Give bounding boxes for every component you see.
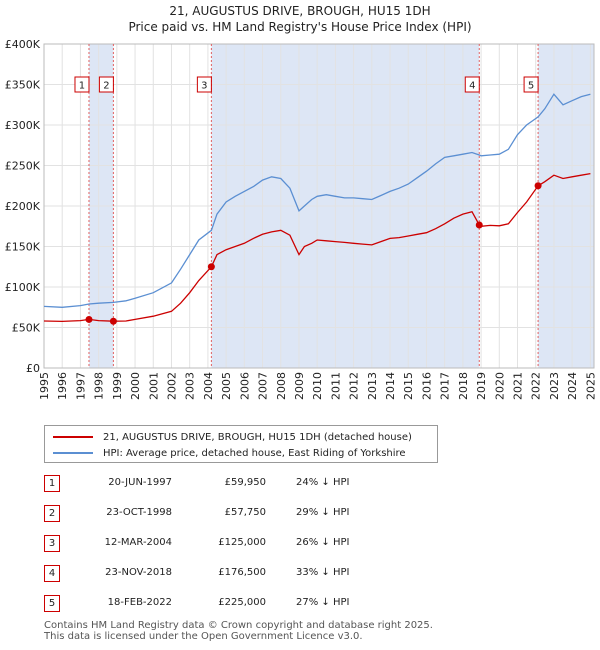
transactions-table: 1 20-JUN-1997 £59,950 24% ↓ HPI 2 23-OCT… [44, 471, 464, 621]
sale-label-box [523, 76, 539, 93]
x-tick-label: 2012 [348, 372, 361, 400]
footer-copyright: Contains HM Land Registry data © Crown c… [44, 620, 433, 631]
footer-credits: Contains HM Land Registry data © Crown c… [44, 620, 433, 642]
sale-date: 12-MAR-2004 [104, 537, 172, 548]
sale-label-text: 2 [103, 81, 109, 92]
x-tick-label: 2020 [493, 372, 506, 400]
x-tick-label: 2010 [311, 372, 324, 400]
sale-point [475, 221, 483, 229]
table-row: 5 18-FEB-2022 £225,000 27% ↓ HPI [44, 591, 464, 621]
y-tick-label: £150K [5, 241, 41, 254]
sale-hpi-diff: 29% ↓ HPI [296, 507, 350, 518]
x-tick-label: 2014 [384, 372, 397, 400]
sale-date: 23-NOV-2018 [105, 567, 172, 578]
x-tick-label: 1999 [111, 372, 124, 400]
x-tick-label: 2004 [202, 372, 215, 400]
plot-frame [43, 43, 595, 369]
x-tick-label: 2005 [220, 372, 233, 400]
sale-price: £59,950 [224, 477, 266, 488]
sale-number-badge: 2 [44, 505, 60, 522]
y-tick-label: £350K [5, 79, 41, 92]
x-tick-label: 1998 [93, 372, 106, 400]
sale-price: £176,500 [218, 567, 266, 578]
sale-price: £225,000 [218, 597, 266, 608]
chart-title: 21, AUGUSTUS DRIVE, BROUGH, HU15 1DH [169, 4, 431, 18]
x-tick-label: 2011 [329, 372, 342, 400]
x-tick-label: 1996 [56, 372, 69, 400]
chart-subtitle: Price paid vs. HM Land Registry's House … [128, 20, 472, 34]
sale-number-badge: 1 [44, 475, 60, 492]
property-price-line [43, 172, 591, 323]
y-tick-label: £50K [12, 322, 41, 335]
y-tick-label: £200K [5, 200, 41, 213]
legend-item-hpi: HPI: Average price, detached house, East… [53, 446, 406, 460]
sale-date: 18-FEB-2022 [107, 597, 172, 608]
sale-date: 23-OCT-1998 [106, 507, 172, 518]
x-tick-label: 2009 [293, 372, 306, 400]
legend-item-property: 21, AUGUSTUS DRIVE, BROUGH, HU15 1DH (de… [53, 430, 412, 444]
price-chart: £0 £50K £100K £150K £200K £250K £300K £350K £400… [5, 38, 598, 400]
table-row: 4 23-NOV-2018 £176,500 33% ↓ HPI [44, 561, 464, 591]
y-tick-label: £0 [26, 362, 40, 375]
sale-hpi-diff: 33% ↓ HPI [296, 567, 350, 578]
y-tick-label: £250K [5, 160, 41, 173]
x-tick-label: 2025 [584, 372, 597, 400]
y-tick-label: £100K [5, 281, 41, 294]
footer-license: This data is licensed under the Open Gov… [44, 631, 363, 642]
y-tick-label: £300K [5, 119, 41, 132]
sale-number-badge: 5 [44, 595, 60, 612]
sale-label-box [464, 76, 480, 93]
x-tick-label: 2001 [147, 372, 160, 400]
sale-price: £57,750 [224, 507, 266, 518]
x-tick-label: 2015 [402, 372, 415, 400]
sale-hpi-diff: 24% ↓ HPI [296, 477, 350, 488]
x-tick-label: 2003 [184, 372, 197, 400]
legend-swatch-hpi [53, 452, 93, 454]
x-tick-label: 2017 [439, 372, 452, 400]
sale-point [85, 315, 93, 323]
x-tick-label: 2013 [366, 372, 379, 400]
sale-label-text: 1 [79, 81, 85, 92]
sale-hpi-diff: 27% ↓ HPI [296, 597, 350, 608]
sale-number-badge: 4 [44, 565, 60, 582]
x-tick-label: 1995 [38, 372, 51, 400]
table-row: 1 20-JUN-1997 £59,950 24% ↓ HPI [44, 471, 464, 501]
sale-point [207, 263, 215, 271]
hpi-line [43, 93, 591, 308]
sale-number-badge: 3 [44, 535, 60, 552]
table-row: 2 23-OCT-1998 £57,750 29% ↓ HPI [44, 501, 464, 531]
sale-label-box [196, 76, 212, 93]
sale-date: 20-JUN-1997 [108, 477, 172, 488]
sale-label-box [74, 76, 90, 93]
sale-label-text: 3 [201, 81, 207, 92]
sale-point [534, 182, 542, 190]
legend-swatch-property [53, 436, 93, 438]
x-tick-label: 2016 [420, 372, 433, 400]
table-row: 3 12-MAR-2004 £125,000 26% ↓ HPI [44, 531, 464, 561]
y-tick-label: £400K [5, 38, 41, 51]
x-tick-label: 1997 [74, 372, 87, 400]
sale-point [109, 317, 117, 325]
sale-hpi-diff: 26% ↓ HPI [296, 537, 350, 548]
x-tick-label: 2023 [548, 372, 561, 400]
x-tick-label: 2021 [512, 372, 525, 400]
sale-label-text: 5 [528, 81, 534, 92]
sale-price: £125,000 [218, 537, 266, 548]
x-tick-label: 2008 [275, 372, 288, 400]
x-tick-label: 2007 [257, 372, 270, 400]
x-tick-label: 2018 [457, 372, 470, 400]
legend-label-property: 21, AUGUSTUS DRIVE, BROUGH, HU15 1DH (de… [103, 431, 412, 443]
legend-label-hpi: HPI: Average price, detached house, East… [103, 447, 406, 459]
sale-label-box [98, 76, 114, 93]
x-tick-label: 2002 [165, 372, 178, 400]
x-tick-label: 2019 [475, 372, 488, 400]
legend: 21, AUGUSTUS DRIVE, BROUGH, HU15 1DH (de… [44, 425, 438, 463]
x-tick-label: 2006 [238, 372, 251, 400]
sale-label-text: 4 [469, 81, 475, 92]
x-tick-label: 2000 [129, 372, 142, 400]
x-tick-label: 2024 [566, 372, 579, 400]
x-tick-label: 2022 [530, 372, 543, 400]
